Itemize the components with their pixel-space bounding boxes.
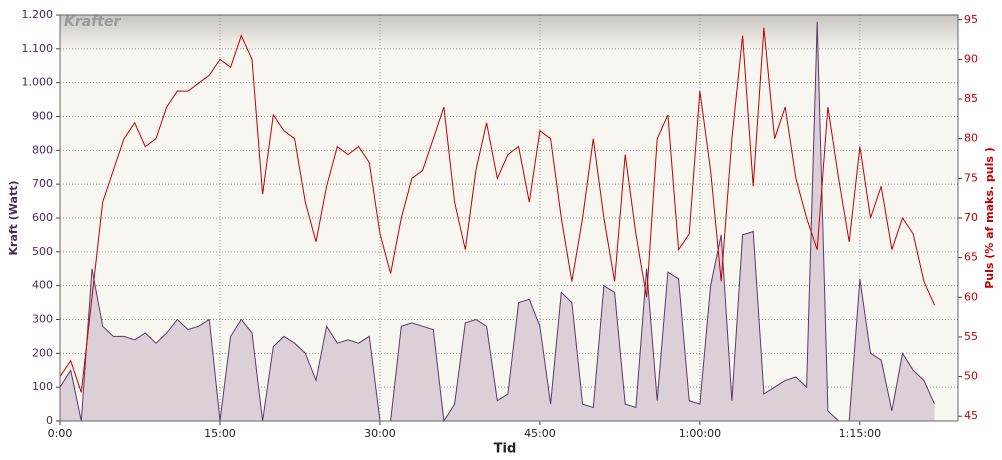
x-tick-label: 30:00 [364, 427, 396, 440]
y2-tick-label: 60 [964, 290, 978, 303]
plot-band [60, 15, 958, 51]
y-tick-label: 800 [32, 143, 53, 156]
line [59, 21, 935, 423]
y-tick-label: 500 [32, 245, 53, 258]
y2-tick-label: 85 [964, 92, 978, 105]
y-tick-label: 400 [32, 279, 53, 292]
y-tick-label: 700 [32, 177, 53, 190]
y-tick-label: 900 [32, 110, 53, 123]
y-tick-label: 0 [46, 414, 53, 427]
y-tick-label: 1.100 [22, 42, 54, 55]
y2-tick-label: 50 [964, 370, 978, 383]
y2-tick-label: 75 [964, 171, 978, 184]
x-axis-label: Tid [494, 442, 517, 457]
chart-title: Krafter [64, 14, 121, 30]
line [59, 27, 935, 393]
y-tick-label: 300 [32, 313, 53, 326]
x-tick-label: 15:00 [204, 427, 236, 440]
x-tick-label: 45:00 [524, 427, 556, 440]
y2-tick-label: 80 [964, 132, 978, 145]
y-tick-label: 600 [32, 211, 53, 224]
y2-tick-label: 70 [964, 211, 978, 224]
y-tick-label: 1.000 [22, 76, 54, 89]
y2-tick-label: 90 [964, 52, 978, 65]
y2-tick-label: 65 [964, 251, 978, 264]
y2-tick-label: 55 [964, 330, 978, 343]
y-tick-label: 100 [32, 380, 53, 393]
x-tick-label: 1:15:00 [839, 427, 881, 440]
area [60, 21, 935, 422]
y-tick-label: 200 [32, 346, 53, 359]
y2-tick-label: 45 [964, 409, 978, 422]
y-axis-label: Kraft (Watt) [7, 181, 20, 256]
x-tick-label: 1:00:00 [679, 427, 721, 440]
y2-axis-label: Puls (% af maks. puls ) [983, 147, 996, 289]
plot-frame [59, 14, 959, 422]
y-tick-label: 1.200 [22, 8, 54, 21]
x-tick-label: 0:00 [48, 427, 73, 440]
y2-tick-label: 95 [964, 13, 978, 26]
